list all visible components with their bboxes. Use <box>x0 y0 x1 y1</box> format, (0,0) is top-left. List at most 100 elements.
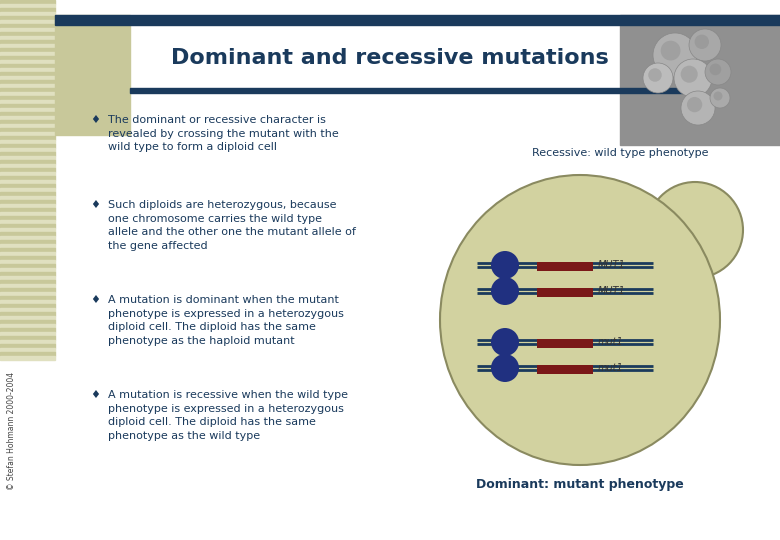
Bar <box>0 264 55 268</box>
Bar <box>537 339 593 348</box>
Circle shape <box>653 33 697 77</box>
Bar <box>0 316 55 320</box>
Bar <box>0 168 55 172</box>
Bar <box>0 240 55 244</box>
Bar <box>0 336 55 340</box>
Bar <box>0 84 55 88</box>
Bar <box>537 262 593 271</box>
Bar <box>537 288 593 297</box>
Bar <box>0 16 55 20</box>
Bar <box>0 40 55 44</box>
Text: mut1: mut1 <box>598 363 624 373</box>
Text: A mutation is recessive when the wild type
phenotype is expressed in a heterozyg: A mutation is recessive when the wild ty… <box>108 390 348 441</box>
Bar <box>0 252 55 256</box>
Bar <box>0 320 55 324</box>
Circle shape <box>681 66 698 83</box>
Text: MUT1: MUT1 <box>598 286 626 296</box>
Bar <box>0 304 55 308</box>
Bar <box>0 164 55 168</box>
Bar <box>0 356 55 360</box>
Bar <box>0 224 55 228</box>
Bar <box>0 112 55 116</box>
Bar <box>0 12 55 16</box>
Text: Dominant: mutant phenotype: Dominant: mutant phenotype <box>476 478 684 491</box>
Bar <box>55 15 780 25</box>
Bar <box>0 28 55 32</box>
Bar <box>0 120 55 124</box>
Circle shape <box>674 59 712 97</box>
Text: ♦: ♦ <box>90 115 100 125</box>
Bar <box>0 188 55 192</box>
Bar <box>0 208 55 212</box>
Bar <box>0 216 55 220</box>
Text: ♦: ♦ <box>90 200 100 210</box>
Bar <box>0 288 55 292</box>
Bar <box>0 144 55 148</box>
Bar <box>0 312 55 316</box>
Circle shape <box>687 97 702 112</box>
Bar <box>0 56 55 60</box>
Bar <box>0 48 55 52</box>
Bar <box>0 52 55 56</box>
Bar <box>0 344 55 348</box>
Bar <box>0 204 55 208</box>
Bar <box>0 192 55 196</box>
Bar <box>0 8 55 12</box>
Bar <box>130 88 685 93</box>
Bar <box>0 268 55 272</box>
Bar <box>0 152 55 156</box>
Bar <box>0 300 55 304</box>
Bar <box>0 328 55 332</box>
Bar <box>0 180 55 184</box>
Text: The dominant or recessive character is
revealed by crossing the mutant with the
: The dominant or recessive character is r… <box>108 115 339 152</box>
Bar <box>620 15 780 145</box>
Bar <box>0 92 55 96</box>
Bar <box>0 232 55 236</box>
Bar <box>0 20 55 24</box>
Bar <box>0 332 55 336</box>
Bar <box>0 172 55 176</box>
Text: MUT1: MUT1 <box>598 260 626 270</box>
Bar <box>0 160 55 164</box>
Bar <box>0 128 55 132</box>
Bar <box>0 176 55 180</box>
Bar <box>0 136 55 140</box>
Bar <box>0 124 55 128</box>
Circle shape <box>681 91 715 125</box>
Bar <box>55 15 130 135</box>
Bar <box>0 72 55 76</box>
Bar <box>0 280 55 284</box>
Bar <box>0 236 55 240</box>
Bar <box>0 324 55 328</box>
Bar <box>0 248 55 252</box>
Bar <box>0 4 55 8</box>
Bar <box>0 108 55 112</box>
Text: Dominant and recessive mutations: Dominant and recessive mutations <box>171 48 609 68</box>
Text: Recessive: wild type phenotype: Recessive: wild type phenotype <box>532 148 708 158</box>
Bar <box>0 200 55 204</box>
Bar <box>0 220 55 224</box>
Bar <box>0 296 55 300</box>
Bar <box>0 68 55 72</box>
Bar <box>0 104 55 108</box>
Bar <box>0 140 55 144</box>
Circle shape <box>714 91 722 100</box>
Bar <box>0 24 55 28</box>
Circle shape <box>491 354 519 382</box>
Circle shape <box>647 182 743 278</box>
Bar <box>0 60 55 64</box>
Bar <box>0 256 55 260</box>
Bar <box>0 32 55 36</box>
Text: Such diploids are heterozygous, because
one chromosome carries the wild type
all: Such diploids are heterozygous, because … <box>108 200 356 251</box>
Bar <box>0 284 55 288</box>
Bar <box>0 76 55 80</box>
Bar <box>0 96 55 100</box>
Bar <box>0 348 55 352</box>
Bar <box>0 36 55 40</box>
Text: mut1: mut1 <box>598 337 624 347</box>
Circle shape <box>689 29 721 61</box>
Bar <box>0 196 55 200</box>
Circle shape <box>491 277 519 305</box>
Bar <box>0 276 55 280</box>
Bar <box>0 292 55 296</box>
